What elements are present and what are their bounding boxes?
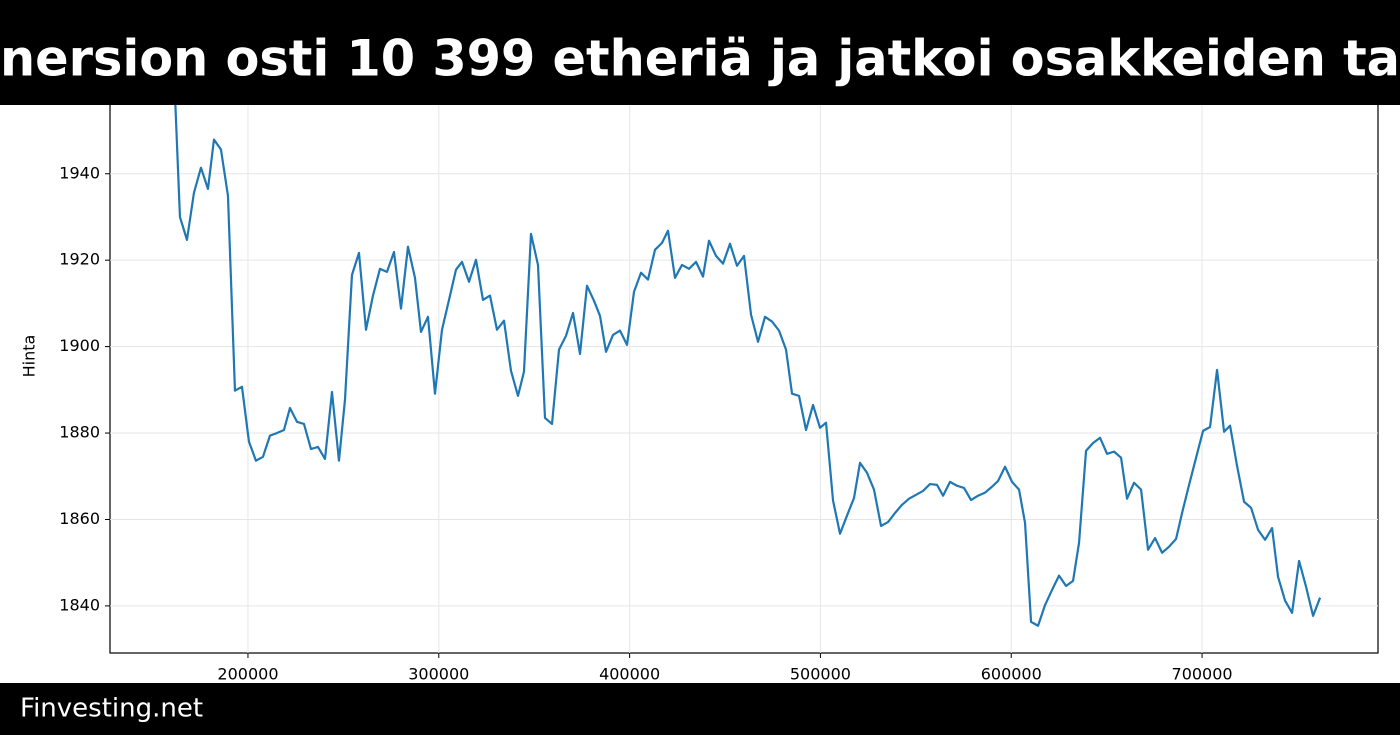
x-tick-label: 500000 (790, 665, 851, 684)
y-tick-label: 1840 (59, 595, 100, 614)
y-tick-label: 1860 (59, 509, 100, 528)
footer-banner (0, 683, 1400, 735)
x-tick-label: 700000 (1172, 665, 1233, 684)
y-tick-label: 1900 (59, 336, 100, 355)
y-tick-label: 1940 (59, 163, 100, 182)
grid (110, 53, 1378, 653)
x-tick-label: 600000 (981, 665, 1042, 684)
plot-frame (109, 59, 1379, 654)
chart-title: nersion osti 10 399 etheriä ja jatkoi os… (0, 30, 1400, 88)
y-tick-label: 1880 (59, 423, 100, 442)
title-banner (0, 0, 1400, 105)
x-tick-label: 300000 (408, 665, 469, 684)
plot (173, 94, 1322, 627)
y-axis-label: Hinta (20, 335, 39, 378)
footer-brand: Finvesting.net (20, 694, 203, 724)
x-tick-label: 200000 (217, 665, 278, 684)
y-tick-label: 1920 (59, 250, 100, 269)
x-tick-label: 400000 (599, 665, 660, 684)
price-line (173, 94, 1322, 627)
